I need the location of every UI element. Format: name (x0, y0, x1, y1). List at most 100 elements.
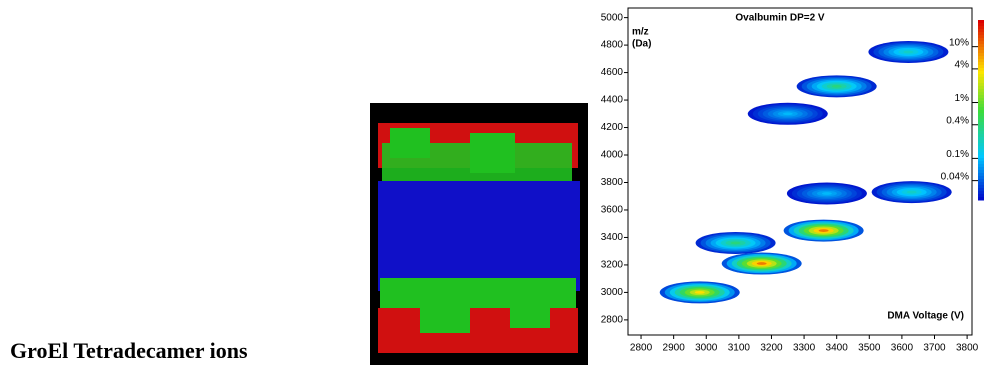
colorbar-step (978, 47, 984, 51)
colorbar-step (978, 191, 984, 195)
colorbar-step (978, 134, 984, 138)
x-tick-label: 3400 (826, 343, 849, 354)
colorbar-step (978, 38, 984, 42)
y-tick-label: 4400 (601, 95, 624, 106)
y-tick-label: 3400 (601, 232, 624, 243)
colorbar-step (978, 158, 984, 162)
colorbar-step (978, 167, 984, 171)
colorbar-step (978, 143, 984, 147)
colorbar-step (978, 56, 984, 60)
colorbar-step (978, 104, 984, 108)
colorbar-step (978, 59, 984, 63)
colorbar-step (978, 161, 984, 165)
y-tick-label: 4000 (601, 150, 624, 161)
heat-blob (757, 262, 767, 265)
x-axis-label: DMA Voltage (V) (887, 311, 964, 322)
colorbar-step (978, 65, 984, 69)
colorbar-tick-label: 1% (955, 93, 970, 104)
colorbar-step (978, 23, 984, 27)
colorbar-step (978, 131, 984, 135)
heat-blob (783, 112, 793, 115)
y-tick-label: 4800 (601, 40, 624, 51)
colorbar-step (978, 83, 984, 87)
y-tick-label: 4600 (601, 67, 624, 78)
colorbar-step (978, 50, 984, 54)
colorbar-step (978, 152, 984, 156)
colorbar-step (978, 173, 984, 177)
heat-blob (903, 51, 913, 54)
x-tick-label: 2800 (630, 343, 653, 354)
x-tick-label: 3600 (891, 343, 914, 354)
colorbar-step (978, 35, 984, 39)
colorbar-tick-label: 10% (949, 37, 969, 48)
heat-blob (819, 229, 829, 232)
colorbar-step (978, 119, 984, 123)
colorbar-step (978, 188, 984, 192)
heat-blob (731, 242, 741, 245)
colorbar-step (978, 194, 984, 198)
colorbar-step (978, 125, 984, 129)
colorbar-step (978, 110, 984, 114)
colorbar-step (978, 116, 984, 120)
colorbar-step (978, 179, 984, 183)
colorbar-step (978, 89, 984, 93)
heat-blob (822, 192, 832, 195)
colorbar-tick-label: 0.04% (941, 171, 969, 182)
x-tick-label: 3500 (858, 343, 881, 354)
colorbar-step (978, 128, 984, 132)
colorbar-tick-label: 4% (955, 60, 970, 71)
chart: 2800 3000 3200 3400 3600 3800 4000 4200 4400 4600… (600, 0, 984, 369)
heat-blob (695, 291, 705, 294)
colorbar-step (978, 41, 984, 45)
colorbar-step (978, 80, 984, 84)
colorbar-step (978, 182, 984, 186)
colorbar-step (978, 26, 984, 30)
y-axis-label: m/z (632, 27, 649, 38)
molecule-image (370, 103, 588, 365)
colorbar-step (978, 53, 984, 57)
y-tick-label: 5000 (601, 12, 624, 23)
colorbar-step (978, 113, 984, 117)
colorbar-step (978, 185, 984, 189)
x-tick-label: 2900 (663, 343, 686, 354)
colorbar-step (978, 170, 984, 174)
x-tick-label: 3700 (923, 343, 946, 354)
colorbar-step (978, 176, 984, 180)
colorbar-step (978, 29, 984, 33)
colorbar-step (978, 32, 984, 36)
page: GroEl Tetradecamer ions 2800 3000 3200 3400… (0, 0, 984, 369)
colorbar-step (978, 44, 984, 48)
colorbar-step (978, 122, 984, 126)
chart-title: Ovalbumin DP=2 V (735, 13, 825, 24)
colorbar-tick-label: 0.4% (946, 115, 969, 126)
colorbar-step (978, 92, 984, 96)
colorbar-step (978, 86, 984, 90)
y-tick-label: 3200 (601, 260, 624, 271)
colorbar-step (978, 98, 984, 102)
colorbar-step (978, 74, 984, 78)
y-axis-label: (Da) (632, 39, 651, 50)
y-tick-label: 4200 (601, 122, 624, 133)
y-tick-label: 3600 (601, 205, 624, 216)
colorbar-step (978, 62, 984, 66)
heat-blob (907, 191, 917, 194)
colorbar-step (978, 155, 984, 159)
colorbar-step (978, 146, 984, 150)
colorbar-step (978, 95, 984, 99)
y-tick-label: 3800 (601, 177, 624, 188)
x-tick-label: 3000 (695, 343, 718, 354)
colorbar-step (978, 197, 984, 201)
x-tick-label: 3200 (760, 343, 783, 354)
heading: GroEl Tetradecamer ions (10, 338, 248, 364)
colorbar-step (978, 68, 984, 72)
x-tick-label: 3800 (956, 343, 979, 354)
x-tick-label: 3300 (793, 343, 816, 354)
y-tick-label: 2800 (601, 315, 624, 326)
colorbar-step (978, 77, 984, 81)
colorbar-step (978, 107, 984, 111)
x-tick-label: 3100 (728, 343, 751, 354)
heatmap (660, 41, 952, 303)
colorbar-step (978, 71, 984, 75)
colorbar-step (978, 140, 984, 144)
colorbar-step (978, 149, 984, 153)
